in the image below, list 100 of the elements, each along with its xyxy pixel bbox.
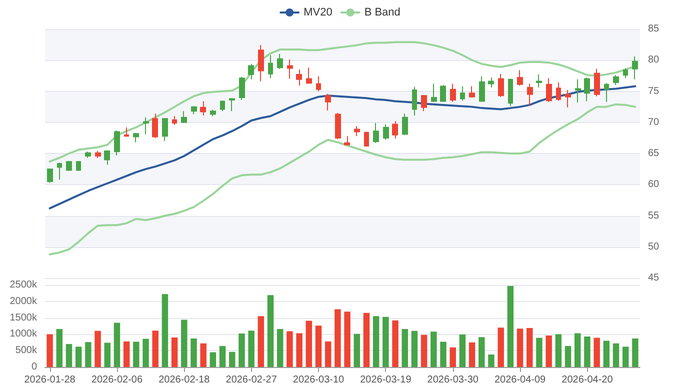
bar bbox=[354, 334, 360, 367]
x-tick-label: 2026-01-28 bbox=[24, 374, 76, 386]
candlestick bbox=[450, 83, 456, 102]
y-tick-label: 55 bbox=[648, 210, 660, 222]
bar bbox=[344, 312, 350, 367]
bar bbox=[104, 342, 110, 367]
y-tick-label: 80 bbox=[648, 54, 660, 66]
bar bbox=[162, 294, 168, 367]
bar bbox=[478, 337, 485, 367]
candlestick bbox=[133, 132, 139, 143]
bar bbox=[546, 336, 552, 367]
candlestick bbox=[296, 68, 302, 86]
candlestick bbox=[210, 109, 216, 117]
bar bbox=[411, 330, 418, 367]
line-series bbox=[48, 103, 636, 256]
y-tick-label: 2000k bbox=[10, 296, 38, 307]
bar bbox=[85, 342, 92, 367]
bar bbox=[488, 354, 494, 367]
x-tick-label: 2026-03-30 bbox=[427, 374, 479, 386]
candlestick bbox=[594, 68, 600, 97]
candlestick bbox=[239, 76, 245, 100]
candlestick bbox=[412, 86, 417, 116]
candlestick bbox=[191, 106, 197, 115]
candlestick bbox=[392, 120, 398, 140]
bar bbox=[440, 342, 446, 367]
x-tick-label: 2026-03-19 bbox=[360, 374, 412, 386]
bar bbox=[632, 338, 638, 367]
bar bbox=[536, 338, 542, 367]
y-tick-label: 85 bbox=[648, 24, 660, 34]
candlestick bbox=[632, 56, 638, 80]
bar bbox=[622, 346, 629, 367]
x-tick-label: 2026-02-18 bbox=[158, 374, 210, 386]
candlestick bbox=[383, 124, 389, 140]
bar bbox=[507, 286, 514, 367]
y-tick-label: 1500k bbox=[10, 312, 38, 324]
bar bbox=[181, 320, 188, 367]
bar bbox=[75, 346, 82, 367]
candlestick bbox=[546, 78, 552, 102]
bar bbox=[498, 328, 504, 367]
bar bbox=[324, 341, 332, 367]
candlestick bbox=[344, 136, 350, 146]
candlestick bbox=[527, 83, 533, 106]
candlestick bbox=[565, 90, 571, 108]
y-tick-label: 45 bbox=[648, 272, 660, 284]
candlestick bbox=[556, 82, 561, 102]
candlestick bbox=[316, 76, 321, 92]
y-tick-label: 2500k bbox=[10, 280, 38, 290]
candlestick bbox=[47, 168, 53, 184]
bar bbox=[171, 337, 178, 367]
bar bbox=[612, 343, 620, 367]
bar bbox=[594, 338, 600, 367]
legend-label: B Band bbox=[364, 6, 400, 18]
bar bbox=[277, 328, 284, 367]
bar bbox=[248, 330, 254, 367]
candlestick bbox=[613, 74, 619, 86]
candlestick bbox=[517, 70, 523, 86]
candlestick bbox=[114, 130, 120, 156]
candlestick bbox=[431, 83, 437, 102]
candlestick bbox=[421, 94, 427, 112]
bar bbox=[267, 295, 274, 367]
bar bbox=[114, 322, 120, 367]
bar bbox=[46, 334, 53, 367]
bar bbox=[526, 328, 533, 367]
candlestick bbox=[287, 59, 293, 80]
y-tick-label: 0 bbox=[31, 362, 38, 372]
bar bbox=[94, 330, 101, 367]
candlestick bbox=[104, 150, 110, 166]
candlestick bbox=[536, 74, 542, 88]
bar bbox=[286, 331, 293, 367]
bar bbox=[402, 328, 408, 367]
bar bbox=[564, 346, 572, 367]
x-tick-label: 2026-04-20 bbox=[562, 374, 614, 386]
bar bbox=[516, 328, 524, 367]
candlestick bbox=[124, 126, 129, 138]
candlestick bbox=[229, 98, 235, 112]
bar bbox=[296, 333, 302, 367]
y-tick-label: 70 bbox=[648, 116, 660, 128]
candlestick bbox=[373, 122, 379, 144]
y-tick-label: 1000k bbox=[10, 328, 38, 340]
candlestick bbox=[354, 126, 360, 137]
candlestick bbox=[181, 110, 187, 124]
bar bbox=[200, 343, 206, 367]
line-series bbox=[48, 85, 636, 210]
y-tick-label: 50 bbox=[648, 241, 660, 252]
bar bbox=[306, 320, 312, 367]
bar bbox=[420, 334, 428, 367]
candlestick bbox=[268, 54, 273, 79]
candlestick bbox=[95, 150, 101, 158]
bar bbox=[210, 352, 216, 367]
candlestick bbox=[335, 112, 341, 140]
bar bbox=[468, 342, 476, 367]
candlestick bbox=[498, 73, 504, 98]
bar bbox=[450, 347, 456, 367]
candlestick bbox=[469, 86, 475, 98]
candlestick bbox=[248, 63, 254, 80]
bar bbox=[123, 341, 130, 367]
x-tick-label: 2026-02-27 bbox=[226, 374, 278, 386]
bar bbox=[382, 316, 389, 367]
bar bbox=[334, 309, 341, 367]
candlestick bbox=[172, 116, 177, 126]
